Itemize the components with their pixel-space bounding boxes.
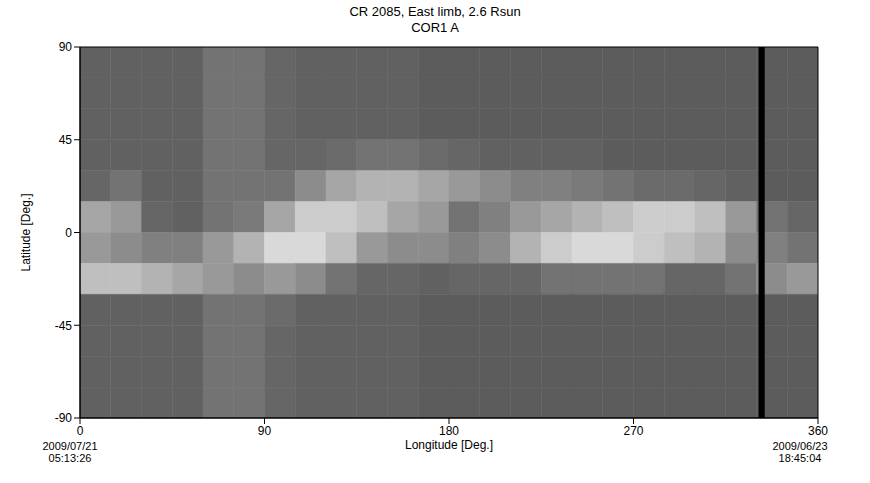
html-text:CR 2085, East limb, 2.6 Rsun: CR 2085, East limb, 2.6 Rsun — [349, 4, 521, 19]
svg-text:0: 0 — [65, 226, 72, 240]
svg-text:-90: -90 — [55, 411, 73, 425]
svg-text:Latitude [Deg.]: Latitude [Deg.] — [19, 193, 33, 271]
svg-text:270: 270 — [623, 424, 643, 438]
html-text:2009/06/23: 2009/06/23 — [772, 440, 828, 452]
html-text:18:45:04: 18:45:04 — [778, 452, 822, 464]
svg-text:360: 360 — [808, 424, 828, 438]
svg-text:0: 0 — [77, 424, 84, 438]
svg-text:180: 180 — [439, 424, 459, 438]
svg-text:90: 90 — [258, 424, 272, 438]
svg-text:90: 90 — [59, 40, 73, 54]
html-text:2009/07/21: 2009/07/21 — [42, 440, 98, 452]
svg-text:45: 45 — [59, 133, 73, 147]
html-text:05:13:26: 05:13:26 — [48, 452, 92, 464]
svg-text:-45: -45 — [55, 319, 73, 333]
svg-text:Longitude [Deg.]: Longitude [Deg.] — [405, 438, 493, 452]
html-text:COR1 A: COR1 A — [411, 20, 459, 35]
